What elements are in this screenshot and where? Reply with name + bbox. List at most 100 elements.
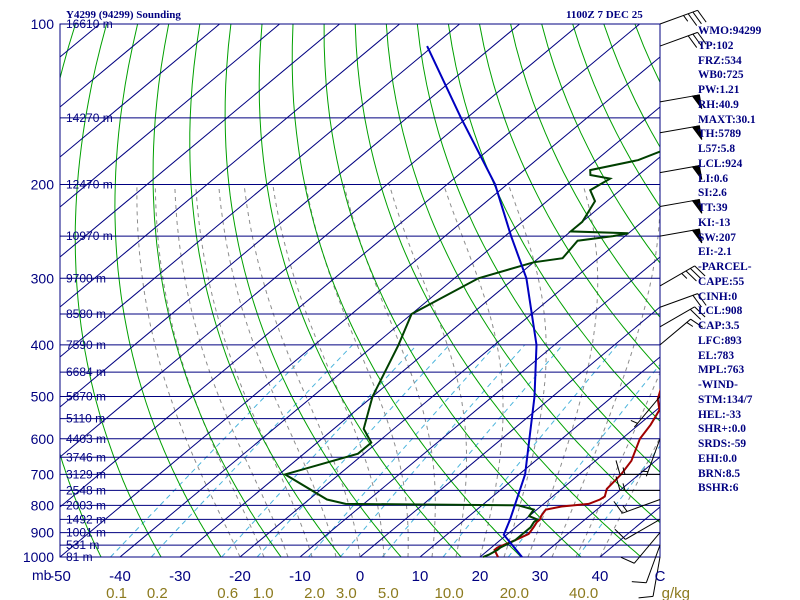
wind-barb [659, 165, 703, 180]
wind-barb-pennant [691, 125, 703, 140]
wind-barb [659, 318, 703, 346]
stat-item: TT:39 [698, 202, 728, 214]
moist-adiabat [243, 184, 361, 558]
wind-barb [659, 306, 706, 328]
dry-adiabat [114, 24, 222, 558]
stat-item: L57:5.8 [698, 143, 736, 155]
parcel-profile [426, 45, 538, 558]
moist-adiabat [443, 184, 504, 558]
wind-barb-feather [687, 13, 698, 26]
temperature-tick-label: 10 [412, 568, 429, 585]
stat-item: PW:1.21 [698, 84, 740, 96]
wind-barb-half-feather [622, 483, 626, 491]
height-label: 3129 m [66, 467, 106, 481]
mixing-ratio-line [110, 344, 316, 558]
wind-barb [659, 228, 703, 244]
wind-barb-feather [690, 318, 703, 328]
stat-item: MPL:763 [698, 364, 745, 377]
temperature-tick-label: -20 [229, 568, 251, 585]
height-label: 7590 m [66, 338, 106, 352]
wind-barb-feather [687, 35, 698, 48]
wind-barb-feather [615, 476, 621, 491]
mixing-ratio-tick-label: 10.0 [435, 585, 464, 600]
height-label: 5870 m [66, 390, 106, 404]
height-label: 3746 m [66, 450, 106, 464]
stat-item: BSHR:6 [698, 482, 739, 495]
moist-adiabat [218, 184, 337, 558]
wind-barb [630, 396, 661, 428]
stat-item: CAPE:55 [698, 275, 745, 288]
wind-barb-staff [633, 396, 661, 428]
height-label: 2003 m [66, 498, 106, 512]
height-label: 6684 m [66, 365, 106, 379]
stat-item: SW:207 [698, 231, 736, 244]
height-label: 81 m [66, 550, 93, 564]
wind-barb-pennant [691, 165, 703, 180]
wind-barb-feather [614, 528, 626, 540]
wind-barb-feather [620, 556, 635, 564]
wind-barb-pennant [691, 228, 703, 244]
wind-barb [659, 265, 706, 287]
wind-barb [659, 9, 707, 26]
height-label: 12470 m [66, 177, 113, 191]
wind-barb-staff [622, 499, 661, 514]
dry-adiabat [572, 24, 660, 208]
wind-barb [640, 438, 661, 477]
temperature-tick-label: 0 [356, 568, 364, 585]
height-label: 16610 m [66, 17, 113, 31]
stat-item: WMO:94299 [698, 25, 762, 37]
temperature-tick-label: -40 [109, 568, 131, 585]
wind-barb-half-feather [622, 505, 628, 512]
wind-barb-half-feather [683, 15, 689, 22]
mixing-ratio-tick-label: 1.0 [253, 585, 274, 600]
valid-time: 1100Z 7 DEC 25 [566, 9, 643, 21]
height-label: 8580 m [66, 307, 106, 321]
stat-item: CINH:0 [698, 290, 738, 303]
pressure-tick-label: 400 [31, 337, 55, 353]
dry-adiabat [354, 24, 642, 558]
mixing-ratio-tick-label: 3.0 [336, 585, 357, 600]
wind-barb-staff [633, 532, 661, 564]
moist-adiabat [195, 184, 313, 558]
isotherm-line [299, 256, 660, 558]
wind-barb [615, 476, 660, 491]
wind-barb-feather [694, 306, 706, 318]
wind-barb-staff [659, 265, 695, 287]
mixing-ratio-tick-label: 20.0 [500, 585, 529, 600]
mixing-ratio-tick-label: 0.6 [217, 585, 238, 600]
wind-barb-staff [659, 9, 698, 25]
height-label: 9700 m [66, 271, 106, 285]
moist-adiabat [388, 184, 467, 558]
stat-item: EHI:0.0 [698, 452, 737, 465]
isotherm-line [60, 24, 580, 458]
chart-title: Y4299 (94299) Sounding [66, 9, 181, 21]
stat-item: STM:134/7 [698, 393, 753, 406]
wind-barb-staff [659, 31, 698, 47]
stat-item: KI:-13 [698, 216, 731, 229]
wind-barb [659, 94, 703, 110]
wind-barb-feather [685, 270, 697, 282]
stat-item: WB0:725 [698, 69, 744, 82]
wind-barb [638, 556, 661, 599]
wind-barb-staff [652, 556, 661, 597]
wind-barb [659, 293, 707, 308]
isotherm-line [60, 24, 520, 408]
wind-barb-feather [689, 268, 702, 279]
wind-barb [659, 125, 703, 140]
temperature-profile [493, 388, 660, 558]
moist-adiabat [527, 184, 599, 558]
wind-barb [615, 460, 660, 475]
wind-barb [631, 544, 661, 584]
isotherm-line [239, 206, 660, 558]
stat-item: -PARCEL- [698, 261, 752, 273]
wind-barb-feather [613, 501, 623, 514]
temperature-tick-label: 30 [532, 568, 549, 585]
temperature-tick-label: C [655, 568, 666, 585]
wind-barb [659, 198, 703, 214]
stat-item: LFC:893 [698, 334, 742, 347]
stat-item: LCL:908 [698, 305, 743, 318]
wind-barb-staff [659, 293, 698, 308]
mixing-ratio-tick-label: 0.1 [106, 585, 127, 600]
mixing-ratio-unit-label: g/kg [662, 585, 690, 600]
